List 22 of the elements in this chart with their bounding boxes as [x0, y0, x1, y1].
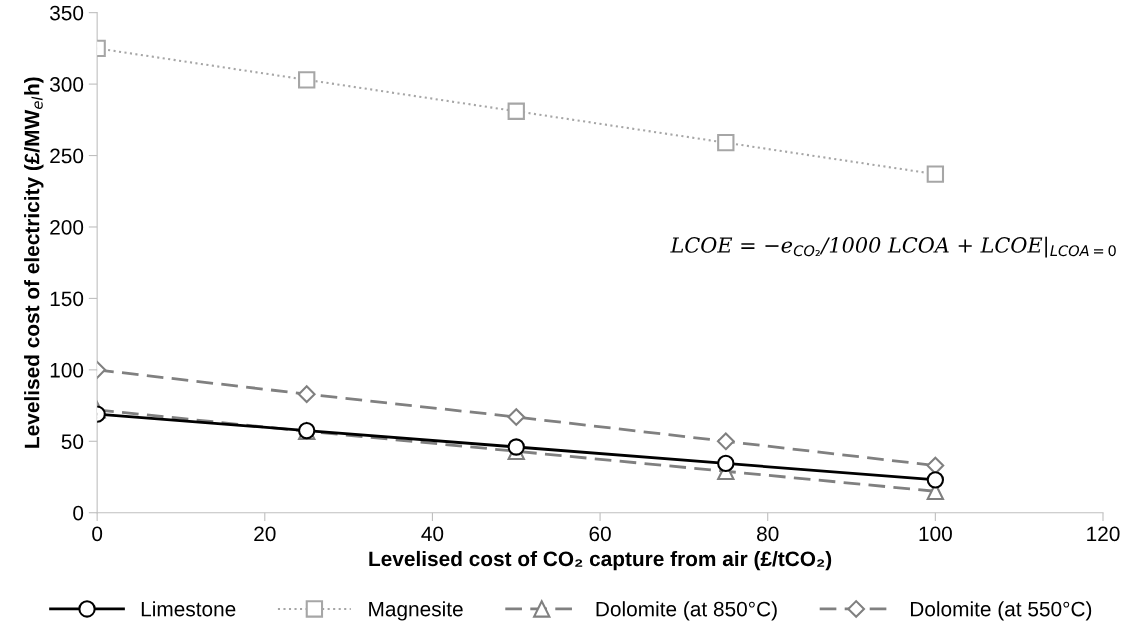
y-tick-label: 50 — [61, 434, 84, 450]
annotation: LCOE = −e$_{CO₂}$/1000 LCOA + LCOE|$_{LCOA=0}$ — [670, 236, 1116, 258]
y-tick-label: 350 — [50, 5, 84, 21]
y-tick-label: 200 — [50, 219, 84, 235]
y-tick-label: 250 — [50, 148, 84, 164]
y-tick-label: 0 — [73, 505, 84, 521]
y-tick-label: 100 — [50, 362, 84, 378]
legend-label: Dolomite (at 850°C) — [596, 601, 777, 621]
y-axis-title: Levelised cost of electricity (£/MW$_{el}$h) — [24, 77, 44, 448]
legend-label: Dolomite (at 550°C) — [910, 601, 1092, 621]
legend-label: Limestone — [141, 601, 236, 617]
y-tick-label: 150 — [50, 291, 84, 307]
x-tick-label: 60 — [589, 526, 611, 542]
x-tick-label: 80 — [757, 526, 779, 542]
legend-label: Magnesite — [369, 601, 463, 621]
x-tick-label: 120 — [1087, 526, 1120, 542]
x-tick-label: 0 — [92, 526, 103, 542]
x-tick-label: 40 — [421, 526, 444, 542]
y-tick-label: 300 — [50, 77, 84, 92]
x-tick-label: 100 — [919, 526, 952, 542]
x-tick-label: 20 — [254, 526, 276, 542]
x-axis-title: Levelised cost of CO₂ capture from air (£/tCO₂) — [369, 550, 832, 571]
